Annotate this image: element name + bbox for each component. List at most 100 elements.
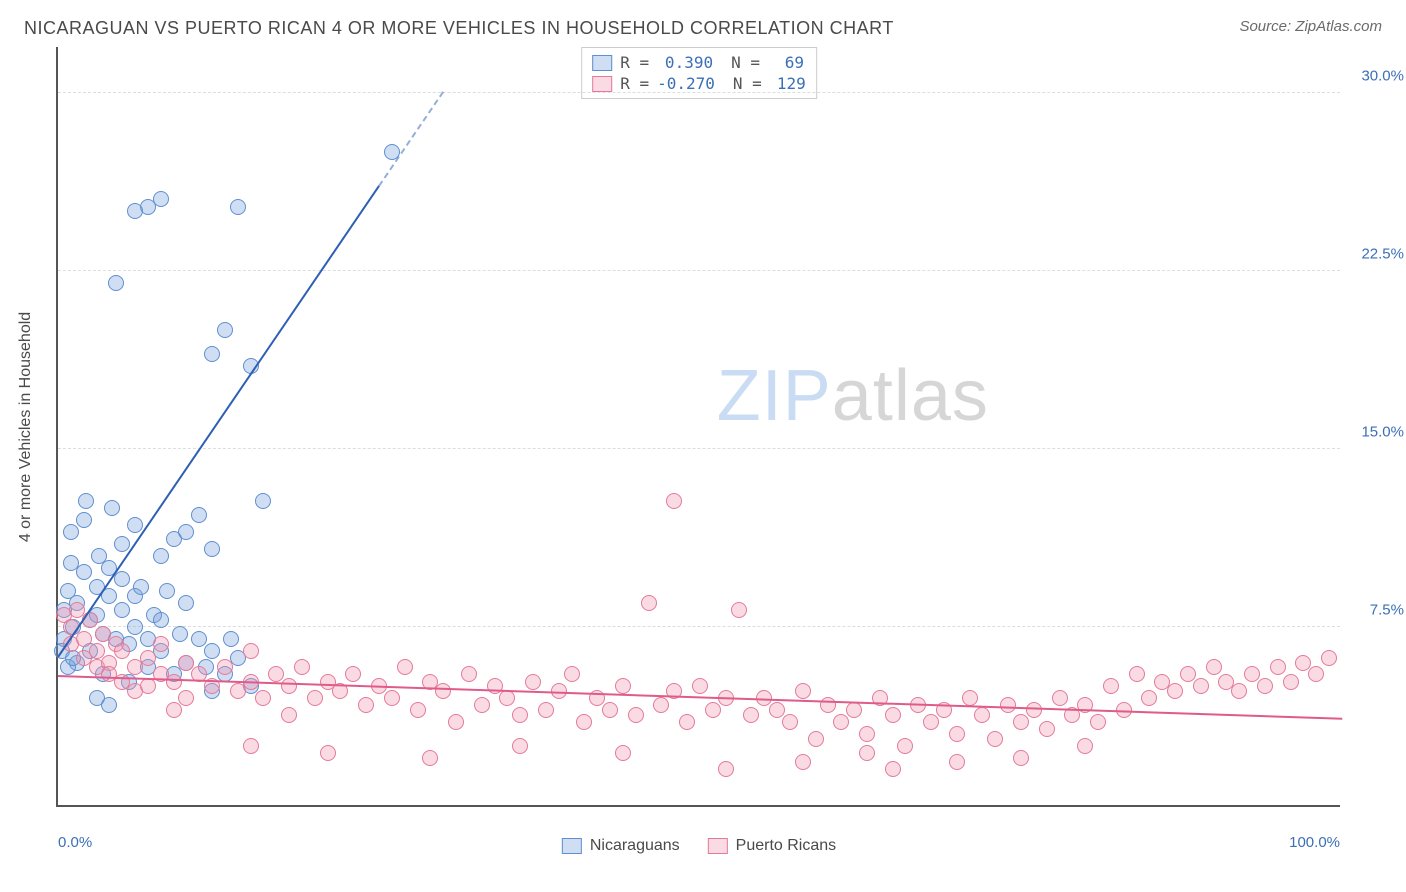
scatter-point bbox=[166, 674, 182, 690]
scatter-point bbox=[1167, 683, 1183, 699]
scatter-point bbox=[512, 738, 528, 754]
series-swatch bbox=[592, 55, 612, 71]
scatter-point bbox=[78, 493, 94, 509]
scatter-point bbox=[1077, 738, 1093, 754]
y-axis-label: 4 or more Vehicles in Household bbox=[17, 312, 35, 542]
trend-line bbox=[57, 185, 380, 657]
scatter-point bbox=[1244, 666, 1260, 682]
gridline bbox=[58, 270, 1340, 271]
scatter-point bbox=[974, 707, 990, 723]
scatter-point bbox=[268, 666, 284, 682]
scatter-point bbox=[525, 674, 541, 690]
legend-item: Nicaraguans bbox=[562, 837, 680, 855]
stat-r-value: 0.390 bbox=[657, 53, 713, 72]
scatter-point bbox=[1295, 655, 1311, 671]
chart-container: 4 or more Vehicles in Household ZIPatlas… bbox=[56, 47, 1406, 807]
scatter-point bbox=[104, 500, 120, 516]
scatter-point bbox=[1052, 690, 1068, 706]
legend-label: Nicaraguans bbox=[590, 837, 680, 855]
scatter-point bbox=[885, 761, 901, 777]
scatter-point bbox=[76, 564, 92, 580]
scatter-point bbox=[191, 631, 207, 647]
scatter-point bbox=[743, 707, 759, 723]
series-swatch bbox=[708, 838, 728, 854]
watermark: ZIPatlas bbox=[717, 355, 989, 437]
scatter-point bbox=[384, 690, 400, 706]
scatter-point bbox=[320, 745, 336, 761]
scatter-point bbox=[512, 707, 528, 723]
scatter-point bbox=[653, 697, 669, 713]
scatter-point bbox=[127, 517, 143, 533]
stat-n-value: 129 bbox=[770, 74, 806, 93]
scatter-point bbox=[615, 745, 631, 761]
scatter-point bbox=[1308, 666, 1324, 682]
scatter-point bbox=[923, 714, 939, 730]
stat-r-value: -0.270 bbox=[657, 74, 715, 93]
scatter-point bbox=[166, 531, 182, 547]
scatter-point bbox=[1193, 678, 1209, 694]
y-tick-label: 15.0% bbox=[1348, 423, 1404, 440]
scatter-point bbox=[1321, 650, 1337, 666]
scatter-point bbox=[114, 536, 130, 552]
scatter-point bbox=[1000, 697, 1016, 713]
scatter-point bbox=[153, 548, 169, 564]
scatter-point bbox=[692, 678, 708, 694]
stat-n-label: N = bbox=[731, 53, 760, 72]
scatter-point bbox=[1283, 674, 1299, 690]
scatter-point bbox=[307, 690, 323, 706]
scatter-point bbox=[178, 595, 194, 611]
scatter-point bbox=[538, 702, 554, 718]
scatter-point bbox=[204, 643, 220, 659]
scatter-point bbox=[217, 322, 233, 338]
scatter-point bbox=[153, 612, 169, 628]
scatter-point bbox=[679, 714, 695, 730]
scatter-point bbox=[795, 754, 811, 770]
scatter-point bbox=[435, 683, 451, 699]
scatter-point bbox=[178, 690, 194, 706]
scatter-point bbox=[1206, 659, 1222, 675]
scatter-point bbox=[76, 512, 92, 528]
scatter-point bbox=[949, 754, 965, 770]
trend-line bbox=[378, 91, 444, 186]
scatter-point bbox=[294, 659, 310, 675]
scatter-point bbox=[628, 707, 644, 723]
legend-label: Puerto Ricans bbox=[736, 837, 837, 855]
scatter-point bbox=[191, 507, 207, 523]
scatter-plot-area: ZIPatlas R =0.390N =69R =-0.270N =129 Ni… bbox=[56, 47, 1340, 807]
scatter-point bbox=[114, 643, 130, 659]
scatter-point bbox=[1026, 702, 1042, 718]
scatter-point bbox=[602, 702, 618, 718]
scatter-point bbox=[1180, 666, 1196, 682]
scatter-point bbox=[1013, 714, 1029, 730]
scatter-point bbox=[217, 659, 233, 675]
x-tick-label: 100.0% bbox=[1289, 834, 1340, 851]
scatter-point bbox=[1129, 666, 1145, 682]
scatter-point bbox=[564, 666, 580, 682]
scatter-point bbox=[255, 690, 271, 706]
y-tick-label: 30.0% bbox=[1348, 67, 1404, 84]
y-tick-label: 7.5% bbox=[1348, 601, 1404, 618]
series-swatch bbox=[562, 838, 582, 854]
scatter-point bbox=[345, 666, 361, 682]
scatter-point bbox=[731, 602, 747, 618]
gridline bbox=[58, 448, 1340, 449]
scatter-point bbox=[230, 199, 246, 215]
scatter-point bbox=[1231, 683, 1247, 699]
bottom-legend: Nicaraguans Puerto Ricans bbox=[562, 837, 836, 855]
scatter-point bbox=[808, 731, 824, 747]
scatter-point bbox=[576, 714, 592, 730]
scatter-point bbox=[962, 690, 978, 706]
scatter-point bbox=[204, 346, 220, 362]
stat-r-label: R = bbox=[620, 53, 649, 72]
scatter-point bbox=[769, 702, 785, 718]
scatter-point bbox=[897, 738, 913, 754]
scatter-point bbox=[397, 659, 413, 675]
scatter-point bbox=[172, 626, 188, 642]
legend-item: Puerto Ricans bbox=[708, 837, 837, 855]
scatter-point bbox=[885, 707, 901, 723]
scatter-point bbox=[782, 714, 798, 730]
scatter-point bbox=[108, 275, 124, 291]
scatter-point bbox=[178, 655, 194, 671]
scatter-point bbox=[1090, 714, 1106, 730]
series-swatch bbox=[592, 76, 612, 92]
